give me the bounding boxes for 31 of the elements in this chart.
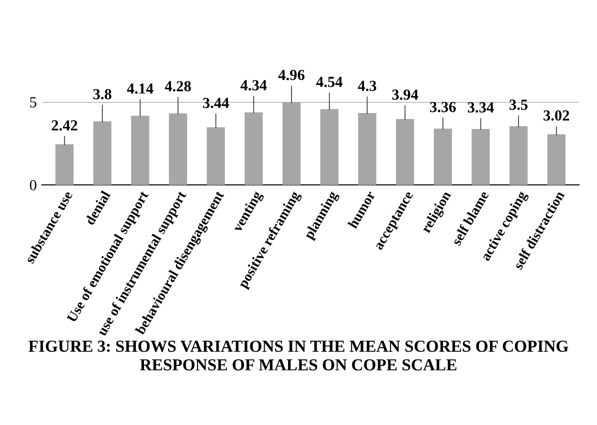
- bar: [434, 128, 452, 185]
- y-tick-label: 0: [30, 180, 36, 190]
- data-label: 4.54: [316, 76, 342, 88]
- bar: [131, 116, 150, 185]
- y-tick-label: 5: [30, 97, 36, 108]
- data-label: 3.94: [392, 90, 418, 100]
- data-label: 3.8: [93, 89, 112, 100]
- data-label: 4.3: [358, 80, 376, 92]
- data-label: 3.36: [430, 102, 456, 112]
- bar: [93, 121, 112, 185]
- data-label: 2.42: [52, 120, 78, 131]
- bar: [206, 127, 225, 185]
- bar: [55, 144, 74, 185]
- bar: [358, 113, 376, 185]
- bar: [320, 109, 338, 185]
- data-label: 4.14: [127, 83, 154, 94]
- data-label: 3.44: [203, 98, 229, 108]
- data-label: 4.28: [164, 81, 191, 92]
- data-label: 4.34: [240, 80, 267, 90]
- data-label: 3.34: [468, 102, 494, 113]
- text: FIGURE 3: SHOWS VARIATIONS IN THE MEAN SCORES OF COPING RESPONSE OF MALES ON COPE SCALE: [28, 340, 568, 370]
- bar: [168, 113, 188, 185]
- bar: [282, 102, 301, 185]
- data-label: 4.96: [278, 70, 304, 80]
- bar: [396, 119, 414, 185]
- bar: [509, 126, 528, 185]
- data-label: 3.02: [544, 110, 570, 121]
- data-label: 3.5: [510, 100, 528, 110]
- bar: [244, 112, 263, 185]
- bar: [472, 128, 490, 185]
- bar: [547, 134, 566, 185]
